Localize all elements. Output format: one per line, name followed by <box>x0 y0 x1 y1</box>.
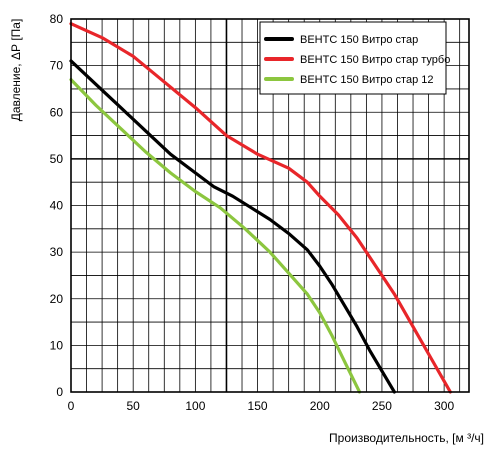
x-tick-label: 200 <box>310 399 330 413</box>
series-line-1 <box>69 59 396 394</box>
y-tick-label: 20 <box>50 292 64 306</box>
x-tick-label: 300 <box>434 399 454 413</box>
y-tick-label: 10 <box>50 338 64 352</box>
x-tick-label: 100 <box>185 399 205 413</box>
tick-labels: 0 50 100 150 200 250 300 0 10 20 30 40 50 60 70 80 <box>50 12 455 413</box>
series-line-3 <box>69 78 362 394</box>
x-tick-label: 0 <box>68 399 75 413</box>
y-axis-label: Давление, ΔР [Па] <box>9 19 23 122</box>
x-tick-label: 150 <box>248 399 268 413</box>
legend: ВЕНТС 150 Витро стар ВЕНТС 150 Витро стар… <box>259 21 450 95</box>
y-tick-label: 0 <box>56 385 63 399</box>
series-layer <box>69 22 452 394</box>
legend-label: ВЕНТС 150 Витро стар <box>300 34 418 46</box>
plot-border <box>70 18 470 393</box>
series-line-2 <box>69 22 452 394</box>
x-tick-label: 250 <box>372 399 392 413</box>
y-tick-label: 70 <box>50 59 64 73</box>
y-tick-label: 60 <box>50 105 64 119</box>
legend-label: ВЕНТС 150 Витро стар турбо <box>300 54 450 66</box>
plot-frame <box>70 18 470 393</box>
x-axis-label: Производительность, [м ³/ч] <box>329 431 484 445</box>
y-tick-label: 40 <box>50 199 64 213</box>
y-tick-label: 30 <box>50 245 64 259</box>
legend-label: ВЕНТС 150 Витро стар 12 <box>300 74 434 86</box>
y-tick-label: 50 <box>50 152 64 166</box>
y-tick-label: 80 <box>50 12 64 26</box>
x-tick-label: 50 <box>127 399 141 413</box>
